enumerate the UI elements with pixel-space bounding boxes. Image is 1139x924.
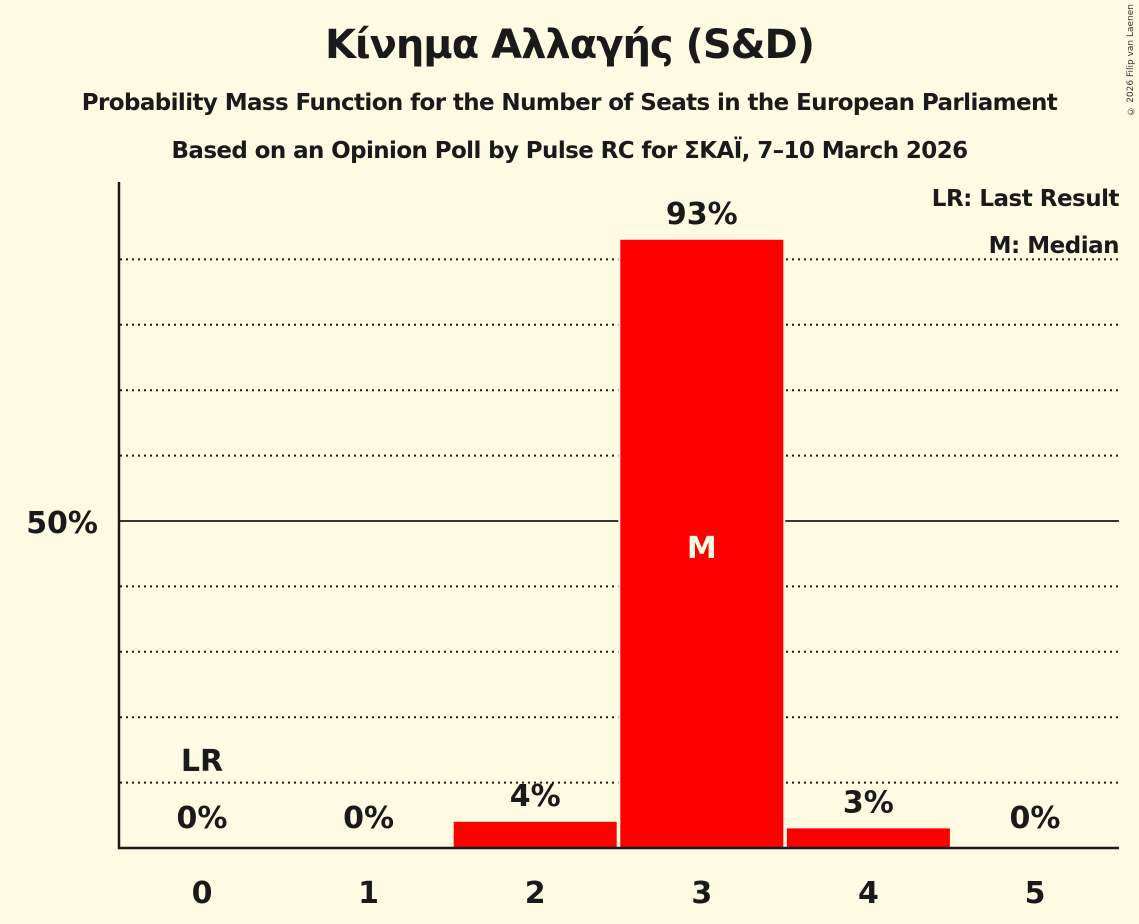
x-tick-label-5: 5: [1025, 876, 1046, 911]
axes: [117, 182, 1119, 850]
bar-seats-3: [620, 239, 784, 848]
y-tick-label-50: 50%: [26, 506, 98, 541]
value-label-2: 4%: [510, 779, 561, 814]
legend-median: M: Median: [988, 233, 1120, 259]
bar-seats-2: [453, 821, 617, 848]
value-label-1: 0%: [343, 801, 394, 836]
x-tick-labels: 0 1 2 3 4 5: [192, 876, 1046, 911]
value-label-0: 0%: [177, 801, 228, 836]
value-label-5: 0%: [1010, 801, 1061, 836]
x-tick-label-3: 3: [691, 876, 712, 911]
x-tick-label-4: 4: [858, 876, 879, 911]
bar-seats-4: [786, 828, 950, 848]
x-tick-label-1: 1: [358, 876, 379, 911]
x-tick-label-2: 2: [525, 876, 546, 911]
value-label-4: 3%: [843, 785, 894, 820]
chart-subtitle: Probability Mass Function for the Number…: [81, 90, 1058, 116]
median-marker: M: [687, 531, 717, 566]
chart-source: Based on an Opinion Poll by Pulse RC for…: [171, 138, 968, 164]
x-tick-label-0: 0: [192, 876, 213, 911]
value-label-3: 93%: [666, 197, 738, 232]
legend-last-result: LR: Last Result: [931, 186, 1120, 212]
bars: [451, 239, 952, 848]
value-labels: 0% 0% 4% 93% 3% 0% LR M: [177, 197, 1061, 836]
chart-title: Κίνημα Αλλαγής (S&D): [324, 22, 815, 68]
last-result-marker: LR: [181, 744, 223, 779]
